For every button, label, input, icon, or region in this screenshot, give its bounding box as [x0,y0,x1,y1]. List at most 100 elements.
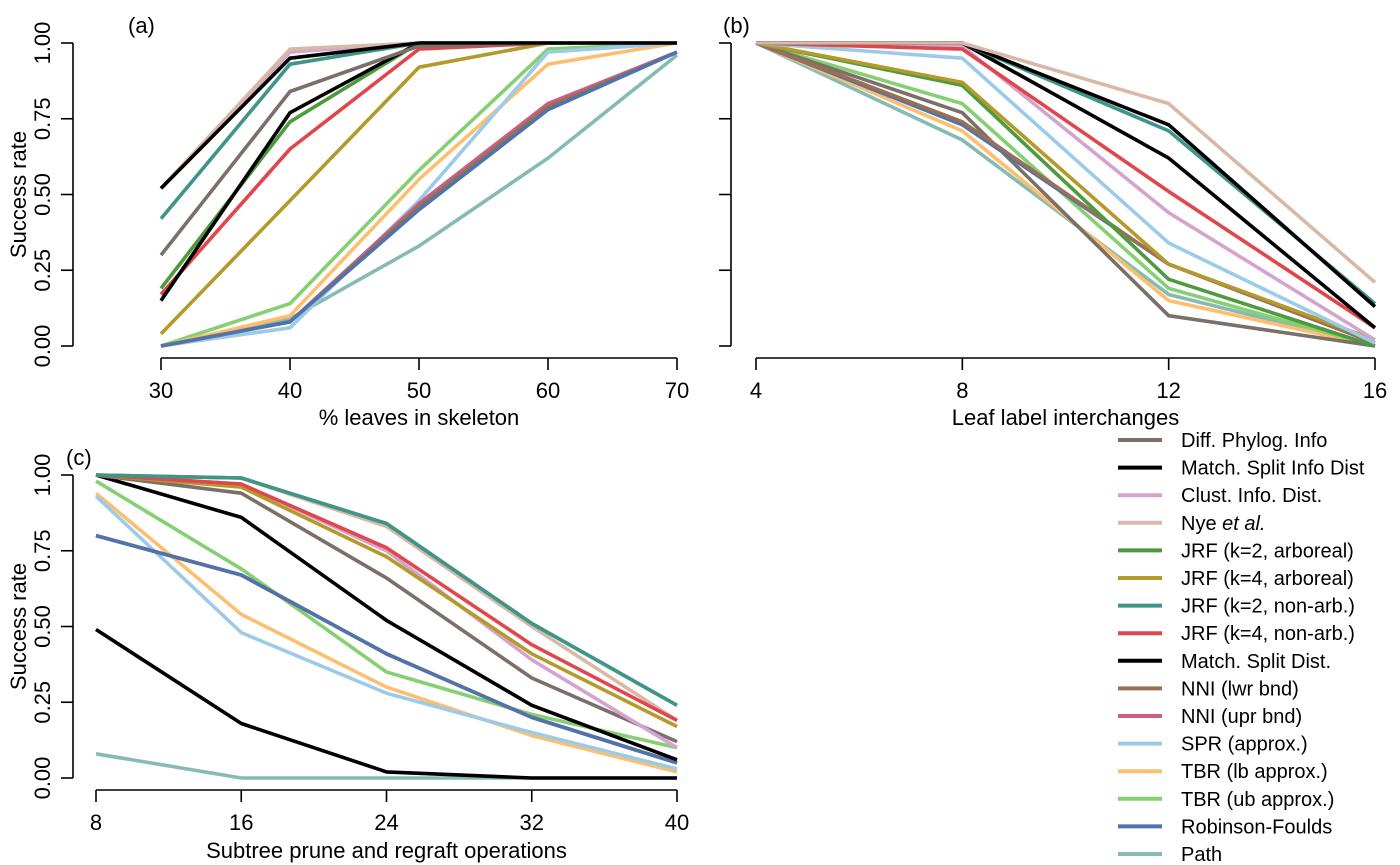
legend-item: Match. Split Dist. [1118,651,1331,673]
series-line-spr-approx [755,41,1376,345]
legend-item: NNI (lwr bnd) [1118,678,1299,700]
legend-item: TBR (lb approx.) [1118,761,1328,783]
series-line-path [160,53,679,348]
legend-item: Path [1118,844,1222,865]
legend-label-text: JRF (k=4, arboreal) [1181,568,1354,590]
legend-label: Diff. Phylog. Info [1181,430,1327,452]
x-axis-title: % leaves in skeleton [319,405,520,430]
legend-label-text: NNI (lwr bnd) [1181,678,1299,700]
legend-label-text: Diff. Phylog. Info [1181,430,1327,452]
legend-item: JRF (k=2, arboreal) [1118,540,1354,562]
legend-label: TBR (ub approx.) [1181,789,1334,811]
series-line-jrf-k-4-non-arb [95,473,678,722]
series-line-spr-approx [94,494,678,771]
series-line-clust-info-dist [95,473,678,750]
legend-item: Match. Split Info Dist [1118,458,1365,480]
series-line-diff-phylog-info [755,41,1376,348]
y-tick-label: 0.75 [30,97,55,140]
legend-label-text: Clust. Info. Dist. [1181,485,1322,507]
series-line-match-split-info-dist [159,41,677,190]
legend-label: Path [1181,844,1222,865]
panel-a-chart: (a) 0.00 0.25 0.50 0.75 1.00 30 40 50 60 70 % leave… [6,13,689,430]
x-tick-label: 40 [665,810,689,835]
y-tick-label: 0.75 [30,529,55,572]
series-line-diff-phylog-info [95,473,678,744]
legend-label: Match. Split Info Dist [1181,458,1365,480]
series-line-nye-et-al [756,41,1377,284]
y-tick-label: 0.00 [30,325,55,368]
x-tick-label: 16 [1363,378,1387,403]
legend-label-text: Robinson-Foulds [1181,816,1332,838]
x-tick-label: 4 [750,378,762,403]
x-tick-label: 8 [90,810,102,835]
legend-label: Nye et al. [1181,513,1265,535]
panel-c-chart: (c) 0.00 0.25 0.50 0.75 1.00 8 16 24 32 40 Subtree … [6,445,689,863]
legend-label-text: NNI (upr bnd) [1181,706,1302,728]
x-tick-label: 12 [1156,378,1180,403]
legend-item: Robinson-Foulds [1118,816,1332,838]
x-tick-label: 8 [956,378,968,403]
series-line-robinson-foulds [160,50,678,348]
legend-label-text: Match. Split Dist. [1181,651,1331,673]
series-line-jrf-k-4-arboreal [755,41,1376,342]
series-line-tbr-ub-approx [160,41,678,348]
legend-label-text: JRF (k=2, non-arb.) [1181,596,1355,618]
legend-label: Clust. Info. Dist. [1181,485,1322,507]
panel-b-chart: (b) 4 8 12 16 Leaf label interchanges [719,13,1387,430]
legend-label: SPR (approx.) [1181,734,1308,756]
x-tick-label: 60 [536,378,560,403]
legend: Diff. Phylog. Info Match. Split Info Dist… [1118,430,1365,865]
legend-item: NNI (upr bnd) [1118,706,1302,728]
x-tick-label: 24 [374,810,398,835]
legend-item: JRF (k=4, arboreal) [1118,568,1354,590]
series-line-jrf-k-4-arboreal [95,473,678,729]
legend-label-text: Nye [1181,513,1222,535]
series-line-path [95,752,677,780]
legend-item: Clust. Info. Dist. [1118,485,1322,507]
legend-label-text: SPR (approx.) [1181,734,1308,756]
series-line-jrf-k-2-non-arb [95,473,678,707]
y-axis-title: Success rate [6,563,31,690]
y-tick-label: 0.50 [30,605,55,648]
series-line-tbr-lb-approx [94,491,678,774]
series-line-diff-phylog-info [159,41,677,257]
series-line-match-split-info-dist [95,473,678,762]
legend-label-text: TBR (ub approx.) [1181,789,1334,811]
legend-label: Robinson-Foulds [1181,816,1332,838]
series-line-tbr-lb-approx [160,41,678,348]
panel-label: (b) [723,13,750,38]
panel-label: (c) [66,445,92,470]
series-line-jrf-k-4-non-arb [755,41,1376,330]
legend-label: JRF (k=2, arboreal) [1181,540,1354,562]
x-axis-title: Subtree prune and regraft operations [206,838,567,863]
x-tick-label: 16 [229,810,253,835]
legend-item: JRF (k=4, non-arb.) [1118,623,1355,645]
legend-label: TBR (lb approx.) [1181,761,1328,783]
y-tick-label: 0.25 [30,681,55,724]
x-tick-label: 32 [520,810,544,835]
legend-label-text: TBR (lb approx.) [1181,761,1328,783]
legend-label-text: Path [1181,844,1222,865]
x-tick-label: 30 [149,378,173,403]
y-tick-label: 0.25 [30,249,55,292]
x-tick-label: 40 [278,378,302,403]
legend-label: JRF (k=4, non-arb.) [1181,623,1355,645]
x-axis-title: Leaf label interchanges [952,405,1180,430]
series-line-tbr-ub-approx [95,479,678,750]
panel-label: (a) [128,13,155,38]
legend-label-italic: et al. [1222,513,1265,535]
legend-label: Match. Split Dist. [1181,651,1331,673]
legend-label: NNI (upr bnd) [1181,706,1302,728]
legend-label: JRF (k=2, non-arb.) [1181,596,1355,618]
legend-item: TBR (ub approx.) [1118,789,1334,811]
legend-item: JRF (k=2, non-arb.) [1118,596,1355,618]
y-tick-label: 1.00 [30,22,55,65]
y-tick-label: 0.00 [30,757,55,800]
legend-label-text: JRF (k=4, non-arb.) [1181,623,1355,645]
x-tick-label: 70 [665,378,689,403]
series-line-spr-approx [160,41,678,348]
series-line-match-split-dist [95,627,677,780]
legend-item: Diff. Phylog. Info [1118,430,1327,452]
legend-item: SPR (approx.) [1118,734,1308,756]
